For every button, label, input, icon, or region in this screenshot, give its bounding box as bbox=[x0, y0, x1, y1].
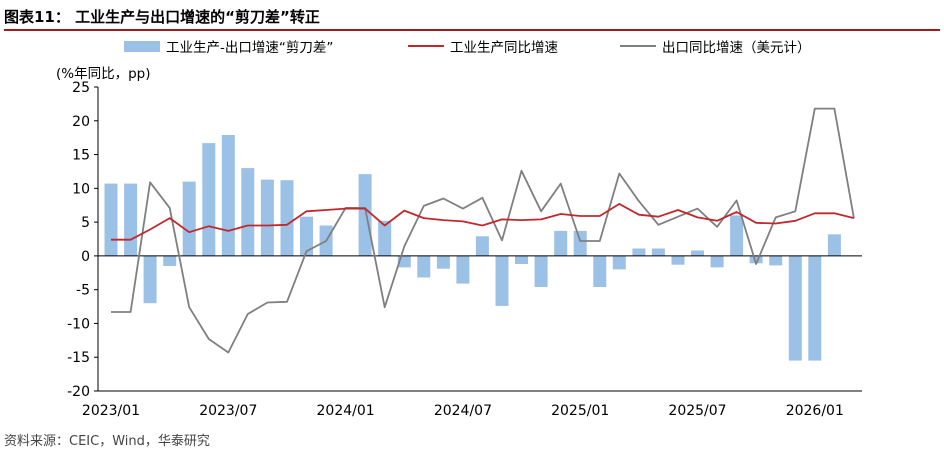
x-tick-label-2024/07: 2024/07 bbox=[434, 403, 492, 419]
legend-item-ip: 工业生产同比增速 bbox=[408, 36, 558, 56]
bar-2025/06 bbox=[671, 255, 685, 265]
bar-2024/04 bbox=[397, 255, 411, 268]
legend-item-spread: 工业生产-出口增速“剪刀差” bbox=[124, 36, 333, 56]
bar-2025/09 bbox=[730, 215, 744, 256]
bar-2024/08 bbox=[475, 236, 489, 256]
bar-2023/01 bbox=[104, 183, 118, 256]
bar-2024/10 bbox=[515, 255, 528, 264]
industrial-production-line bbox=[111, 202, 855, 241]
bar-2025/01 bbox=[573, 230, 587, 256]
x-tick-label-2026/01: 2026/01 bbox=[786, 403, 844, 419]
bar-2023/06 bbox=[202, 143, 216, 256]
legend-label-spread: 工业生产-出口增速“剪刀差” bbox=[166, 40, 334, 56]
bar-2024/09 bbox=[495, 255, 509, 306]
x-tick-label-2023/01: 2023/01 bbox=[82, 403, 140, 419]
bar-2024/03 bbox=[378, 220, 392, 256]
bar-2023/03 bbox=[143, 255, 157, 304]
legend-swatch-ip bbox=[408, 45, 444, 47]
bar-2025/08 bbox=[710, 255, 724, 268]
bar-2025/05 bbox=[651, 248, 665, 256]
x-tick-label-2024/01: 2024/01 bbox=[317, 403, 375, 419]
bar-2023/09 bbox=[260, 179, 274, 256]
x-tick-label-2025/01: 2025/01 bbox=[551, 403, 609, 419]
y-axis-unit: (%年同比，pp) bbox=[56, 66, 151, 82]
bar-2023/11 bbox=[300, 216, 313, 256]
x-tick-label-2023/07: 2023/07 bbox=[199, 403, 257, 419]
bar-2025/10 bbox=[749, 255, 763, 264]
bar-2024/05 bbox=[417, 255, 431, 278]
export-growth-line bbox=[111, 107, 855, 354]
y-tick-label-5: 5 bbox=[81, 215, 90, 231]
x-tick-label-2025/07: 2025/07 bbox=[668, 403, 726, 419]
y-tick-label--5: -5 bbox=[76, 283, 90, 299]
bar-2024/02 bbox=[358, 174, 372, 256]
bar-2024/06 bbox=[436, 255, 450, 269]
legend-swatch-export bbox=[620, 45, 656, 47]
bar-2026/01 bbox=[808, 255, 822, 361]
bar-2025/03 bbox=[612, 255, 626, 270]
chart-legend: 工业生产-出口增速“剪刀差” 工业生产同比增速 出口同比增速（美元计） bbox=[0, 36, 944, 56]
bar-2023/08 bbox=[241, 168, 255, 256]
bar-2026/02 bbox=[827, 234, 841, 256]
bar-2023/07 bbox=[221, 135, 235, 256]
bar-2025/11 bbox=[769, 255, 783, 266]
y-tick-label-25: 25 bbox=[72, 80, 90, 96]
figure-title: 图表11： 工业生产与出口增速的“剪刀差”转正 bbox=[4, 3, 940, 31]
y-tick-label--10: -10 bbox=[67, 316, 90, 332]
y-tick-label--20: -20 bbox=[67, 384, 90, 400]
y-tick-label-20: 20 bbox=[72, 114, 90, 130]
legend-label-ip: 工业生产同比增速 bbox=[450, 40, 558, 56]
bar-2024/11 bbox=[534, 255, 548, 287]
y-tick-label--15: -15 bbox=[67, 350, 90, 366]
y-tick-label-0: 0 bbox=[81, 249, 90, 265]
legend-item-export: 出口同比增速（美元计） bbox=[620, 36, 811, 56]
legend-label-export: 出口同比增速（美元计） bbox=[662, 40, 811, 56]
legend-swatch-spread bbox=[124, 40, 160, 52]
source-note: 资料来源：CEIC，Wind，华泰研究 bbox=[4, 434, 210, 449]
bar-2024/07 bbox=[456, 255, 470, 284]
bar-2023/04 bbox=[163, 255, 177, 266]
y-tick-label-10: 10 bbox=[72, 181, 90, 197]
bar-2023/10 bbox=[280, 180, 294, 256]
bar-2025/02 bbox=[593, 255, 607, 287]
bar-2025/07 bbox=[691, 250, 704, 256]
bar-2023/05 bbox=[182, 181, 196, 256]
bar-2023/02 bbox=[124, 183, 138, 256]
y-tick-label-15: 15 bbox=[72, 148, 90, 164]
bar-2025/12 bbox=[788, 255, 802, 361]
bar-2025/04 bbox=[632, 248, 646, 256]
bar-2024/12 bbox=[554, 230, 568, 256]
